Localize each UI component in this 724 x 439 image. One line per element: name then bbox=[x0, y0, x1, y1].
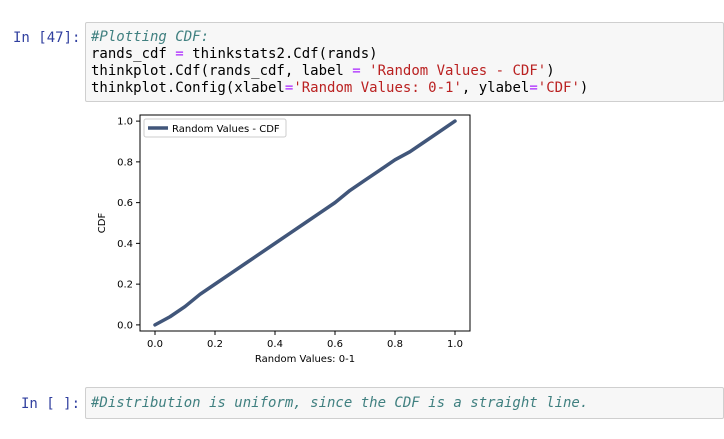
code-token: = bbox=[352, 63, 361, 79]
code-token: = bbox=[529, 80, 538, 96]
code-token: ) bbox=[546, 63, 555, 79]
code-token: = bbox=[284, 80, 294, 96]
code-token: , ylabel bbox=[461, 80, 530, 96]
legend-box bbox=[143, 118, 287, 138]
code-token: 'CDF' bbox=[537, 80, 580, 96]
cdf-series-line bbox=[153, 119, 457, 327]
y-tick-label: 1.0 bbox=[117, 117, 133, 128]
cdf-chart: 0.0 0.2 0.4 0.6 0.8 1.0 0.0 0.2 0.4 0.6 0.8 1.0 Ra… bbox=[97, 114, 471, 365]
code-token: #Plotting CDF: bbox=[91, 29, 210, 45]
x-tick-label: 0.4 bbox=[267, 339, 283, 350]
x-tick-label: 0.8 bbox=[387, 339, 403, 350]
code-token: = bbox=[166, 46, 193, 62]
code-line-1: #Plotting CDF: bbox=[91, 29, 209, 46]
y-tick-label: 0.4 bbox=[117, 239, 133, 250]
code-token bbox=[361, 63, 369, 79]
x-tick-label: 1.0 bbox=[447, 339, 463, 350]
cell-prompt: In [47]: bbox=[13, 30, 81, 46]
code-token: thinkplot.Cdf(rands_cdf, label bbox=[91, 63, 353, 79]
y-axis-label: CDF bbox=[97, 213, 108, 234]
x-tick-label: 0.6 bbox=[327, 339, 343, 350]
code-line-3: thinkplot.Cdf(rands_cdf, label = 'Random… bbox=[91, 63, 555, 80]
y-tick-label: 0.8 bbox=[117, 157, 133, 168]
code-line-4: thinkplot.Config(xlabel='Random Values: … bbox=[91, 80, 588, 97]
code-cell-input[interactable]: #Plotting CDF: rands_cdf = thinkstats2.C… bbox=[85, 22, 724, 102]
legend: Random Values - CDF bbox=[143, 118, 287, 138]
code-token: 'Random Values - CDF' bbox=[369, 63, 547, 79]
x-tick-label: 0.2 bbox=[207, 339, 223, 350]
code-token: thinkplot.Config(xlabel bbox=[91, 80, 285, 96]
legend-label: Random Values - CDF bbox=[172, 124, 280, 135]
cell-prompt: In [ ]: bbox=[21, 396, 81, 412]
code-token: rands_cdf bbox=[91, 46, 167, 62]
y-tick-label: 0.2 bbox=[117, 280, 133, 291]
x-axis-label: Random Values: 0-1 bbox=[255, 354, 355, 365]
code-line-2: rands_cdf = thinkstats2.Cdf(rands) bbox=[91, 46, 378, 63]
y-tick-label: 0.0 bbox=[117, 320, 133, 331]
code-token: #Distribution is uniform, since the CDF … bbox=[91, 395, 589, 411]
code-token: thinkstats2.Cdf(rands) bbox=[192, 46, 378, 62]
code-token: ) bbox=[579, 80, 589, 96]
code-token: 'Random Values: 0-1' bbox=[293, 80, 462, 96]
y-tick-label: 0.6 bbox=[117, 198, 133, 209]
x-tick-label: 0.0 bbox=[147, 339, 163, 350]
code-cell-input[interactable]: #Distribution is uniform, since the CDF … bbox=[85, 387, 724, 419]
code-line-1: #Distribution is uniform, since the CDF … bbox=[91, 395, 588, 412]
